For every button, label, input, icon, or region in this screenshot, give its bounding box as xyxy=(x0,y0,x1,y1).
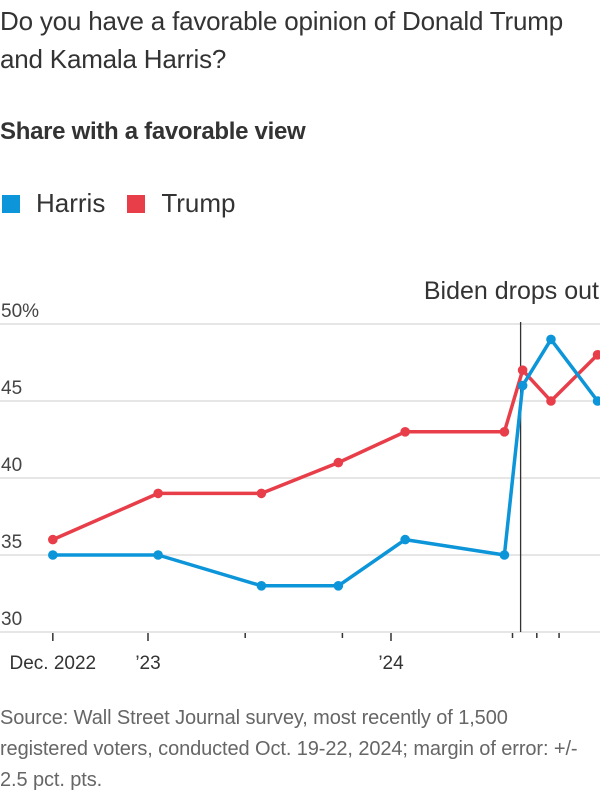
legend-item-harris: Harris xyxy=(2,188,105,219)
x-axis: Dec. 2022 ’23 ’24 xyxy=(10,633,560,674)
data-point-harris xyxy=(48,550,58,560)
annotations: Biden drops out xyxy=(424,277,599,632)
x-tick-label: ’24 xyxy=(378,653,404,674)
data-point-trump xyxy=(499,427,510,437)
data-point-trump xyxy=(592,350,600,360)
data-point-harris xyxy=(153,550,163,560)
data-point-trump xyxy=(400,427,410,437)
legend: Harris Trump xyxy=(2,188,258,219)
data-point-harris xyxy=(400,534,410,545)
line-chart: 50% 45 40 35 30 Dec. 2022 ’23 ’24 Biden drops … xyxy=(0,277,600,674)
x-tick-label: ’23 xyxy=(135,653,160,674)
data-point-harris xyxy=(333,581,344,591)
y-tick-label: 35 xyxy=(1,532,22,553)
data-point-trump xyxy=(517,365,528,375)
chart-question-title: Do you have a favorable opinion of Donal… xyxy=(0,6,563,74)
data-point-trump xyxy=(333,457,344,468)
data-point-trump xyxy=(153,488,163,499)
y-axis-labels: 50% 45 40 35 30 xyxy=(1,301,39,630)
data-point-harris xyxy=(546,334,556,345)
data-point-trump xyxy=(256,488,267,499)
data-point-harris xyxy=(517,380,528,391)
series-lines xyxy=(48,334,600,591)
source-note: Source: Wall Street Journal survey, most… xyxy=(0,707,578,791)
data-point-harris xyxy=(256,581,267,591)
legend-label-harris: Harris xyxy=(36,188,106,218)
data-point-trump xyxy=(546,396,556,406)
data-point-harris xyxy=(592,396,600,406)
series-line-harris xyxy=(52,337,599,588)
x-tick-label: Dec. 2022 xyxy=(10,653,97,674)
legend-label-trump: Trump xyxy=(161,188,236,218)
y-tick-label: 50% xyxy=(1,301,39,322)
legend-swatch-harris xyxy=(2,194,20,213)
data-point-harris xyxy=(499,550,510,560)
y-tick-label: 40 xyxy=(1,455,22,476)
legend-swatch-trump xyxy=(127,194,146,213)
annotation-label: Biden drops out xyxy=(424,277,599,305)
y-tick-label: 30 xyxy=(1,609,22,630)
chart-subtitle: Share with a favorable view xyxy=(0,118,306,145)
legend-item-trump: Trump xyxy=(127,188,236,219)
data-point-trump xyxy=(48,534,58,545)
y-tick-label: 45 xyxy=(1,378,22,399)
